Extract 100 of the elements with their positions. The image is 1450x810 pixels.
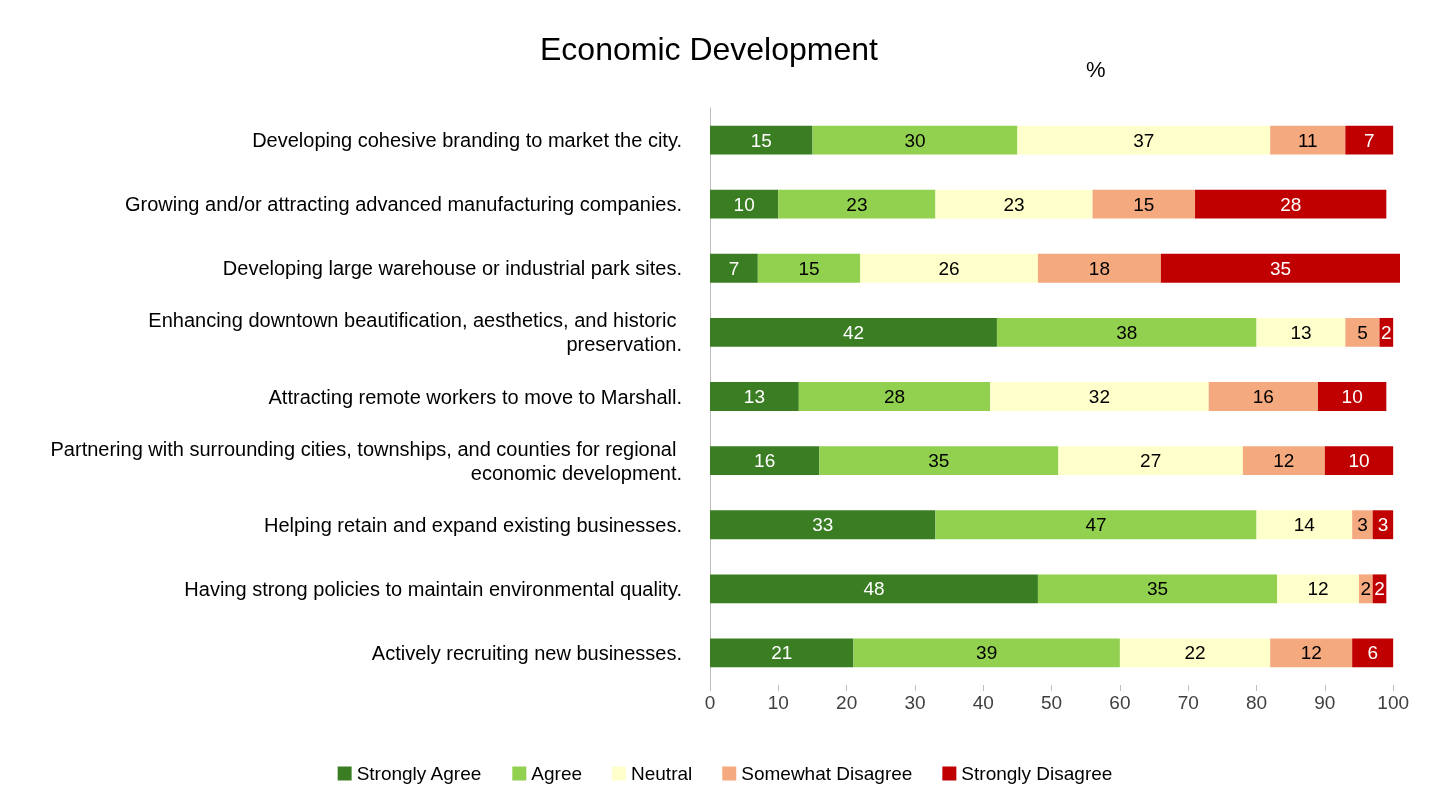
bar	[853, 638, 1120, 668]
y-tick-label: Growing and/or attracting advanced manufacturing companies.	[125, 193, 682, 216]
data-label: 39	[976, 642, 998, 664]
bar	[710, 510, 936, 540]
data-label: 12	[1307, 578, 1329, 600]
data-label: 15	[798, 257, 820, 279]
data-label: 15	[1133, 193, 1155, 215]
y-tick-label: Partnering with surrounding cities, townships, and counties for regional economic development.	[50, 437, 682, 484]
data-label: 13	[1290, 321, 1312, 343]
bar	[935, 510, 1257, 540]
data-label: 2	[1374, 578, 1385, 600]
bar	[1352, 638, 1394, 668]
x-tick-label: 40	[972, 692, 994, 713]
x-tick-label: 100	[1377, 692, 1410, 713]
data-label: 7	[1363, 129, 1375, 151]
legend-label: Strongly Disagree	[961, 763, 1113, 784]
data-label: 7	[728, 257, 740, 279]
data-label: 47	[1085, 514, 1107, 536]
bar	[798, 382, 991, 411]
data-label: 35	[1146, 578, 1169, 600]
bar	[1242, 446, 1325, 476]
data-label: 12	[1273, 450, 1295, 472]
y-tick-label: Enhancing downtown beautification, aesthetics, and historic preservation.	[148, 309, 682, 356]
data-label: 3	[1377, 514, 1389, 536]
bar	[1270, 638, 1353, 668]
data-label: 35	[1269, 257, 1292, 279]
bar	[860, 253, 1038, 283]
data-label: 16	[1252, 386, 1274, 407]
data-label: 11	[1297, 129, 1318, 151]
bar	[710, 189, 779, 219]
bar	[1256, 510, 1353, 540]
data-label: 23	[846, 193, 868, 215]
y-tick-label: Actively recruiting new businesses.	[371, 641, 682, 664]
bar	[1092, 189, 1196, 219]
y-tick-label: Developing large warehouse or industrial park sites.	[222, 257, 682, 280]
y-tick-label: Helping retain and expand existing businesses.	[263, 513, 682, 536]
y-tick-label: Developing cohesive branding to market the city.	[252, 129, 682, 152]
x-tick-label: 90	[1314, 692, 1336, 713]
data-label: 3	[1357, 514, 1368, 536]
data-label: 28	[883, 386, 906, 407]
bar	[1037, 574, 1278, 604]
bar	[1277, 574, 1360, 604]
data-label: 21	[771, 642, 793, 664]
bar	[1160, 253, 1400, 283]
data-label: 23	[1003, 193, 1025, 215]
bar	[990, 382, 1209, 411]
bar	[1058, 446, 1243, 476]
x-tick-label: 20	[836, 692, 858, 713]
bar	[1324, 446, 1394, 476]
bar	[1119, 638, 1271, 668]
bar	[1345, 317, 1380, 347]
data-label: 13	[743, 386, 765, 407]
data-label: 10	[1341, 386, 1363, 407]
data-label: 38	[1116, 321, 1138, 343]
legend-label: Strongly Agree	[356, 763, 482, 784]
bar	[1318, 382, 1387, 411]
data-label: 6	[1367, 642, 1378, 664]
legend-label: Somewhat Disagree	[741, 763, 913, 784]
x-tick-label: 60	[1109, 692, 1131, 713]
bar	[1345, 125, 1394, 155]
x-axis-title: %	[1086, 56, 1106, 82]
data-label: 26	[938, 257, 960, 279]
bar	[1037, 253, 1161, 283]
bar	[710, 446, 820, 476]
y-tick-label: Attracting remote workers to move to Marshall.	[268, 385, 682, 408]
data-label: 16	[754, 450, 776, 472]
data-label: 2	[1360, 578, 1372, 600]
x-tick-label: 30	[904, 692, 926, 713]
data-label: 10	[1348, 450, 1370, 472]
bar	[710, 574, 1038, 604]
bar	[1352, 510, 1373, 540]
bar	[1195, 189, 1387, 219]
bar	[710, 638, 854, 668]
data-label: 30	[904, 129, 926, 151]
bar	[1256, 317, 1346, 347]
data-label: 10	[733, 193, 755, 215]
bar	[935, 189, 1093, 219]
bar	[757, 253, 861, 283]
bar	[1017, 125, 1271, 155]
bar	[819, 446, 1059, 476]
data-label: 27	[1140, 450, 1162, 472]
bar	[710, 125, 813, 155]
data-label: 12	[1300, 642, 1322, 664]
x-tick-label: 50	[1041, 692, 1063, 713]
bar	[710, 317, 997, 347]
data-label: 35	[928, 450, 950, 472]
data-label: 37	[1133, 129, 1155, 151]
bar	[710, 382, 799, 411]
bar	[996, 317, 1257, 347]
data-label: 18	[1088, 257, 1110, 279]
bar	[1270, 125, 1346, 155]
bar	[1208, 382, 1319, 411]
data-label: 42	[842, 321, 865, 343]
data-label: 28	[1280, 193, 1302, 215]
x-tick-label: 70	[1177, 692, 1199, 713]
chart-title: Economic Development	[540, 31, 879, 67]
bar	[710, 253, 758, 283]
bar	[812, 125, 1018, 155]
x-tick-label: 0	[704, 692, 716, 713]
data-label: 5	[1357, 321, 1368, 343]
